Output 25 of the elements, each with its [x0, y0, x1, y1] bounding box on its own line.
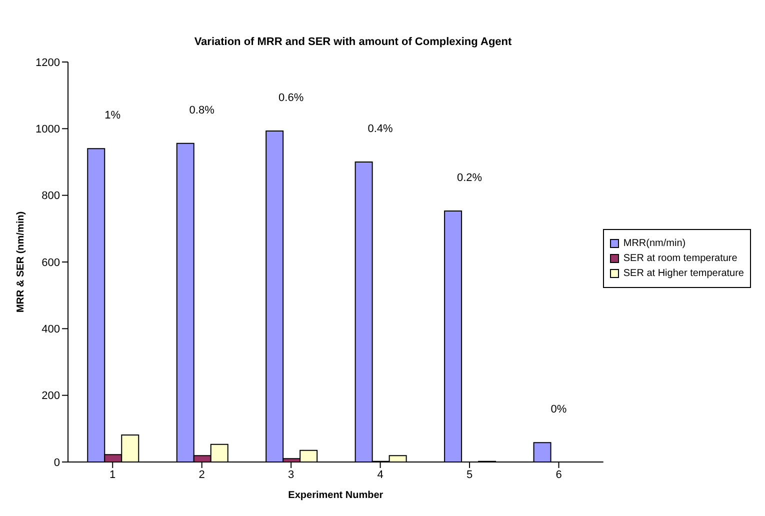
x-tick-label: 4	[377, 468, 384, 481]
chart-title: Variation of MRR and SER with amount of Complexing Agent	[193, 36, 513, 48]
legend-label: SER at Higher temperature	[623, 268, 744, 278]
y-axis-title: MRR & SER (nm/min)	[16, 211, 27, 313]
y-tick-label: 400	[42, 324, 60, 336]
x-tick-label: 5	[466, 468, 473, 481]
legend-label: MRR(nm/min)	[623, 238, 686, 248]
x-tick-label: 1	[110, 468, 116, 481]
y-tick-label: 1200	[36, 56, 60, 69]
annotation: 0.4%	[368, 123, 394, 135]
x-axis-title: Experiment Number	[288, 490, 384, 501]
y-tick-label: 200	[42, 390, 60, 402]
x-tick-label: 6	[556, 468, 562, 481]
legend-label: SER at room temperature	[623, 252, 738, 264]
y-tick-label: 800	[42, 190, 60, 202]
annotation: 0.6%	[278, 92, 304, 104]
annotation: 0.8%	[189, 104, 215, 116]
x-tick-label: 2	[198, 468, 205, 481]
x-tick-label: 3	[288, 468, 294, 481]
y-tick-label: 0	[54, 456, 60, 469]
annotation: 1%	[104, 110, 121, 122]
annotation: 0%	[550, 404, 567, 416]
y-tick-label: 1000	[36, 124, 60, 136]
annotation: 0.2%	[456, 172, 482, 184]
y-tick-label: 600	[42, 256, 60, 269]
